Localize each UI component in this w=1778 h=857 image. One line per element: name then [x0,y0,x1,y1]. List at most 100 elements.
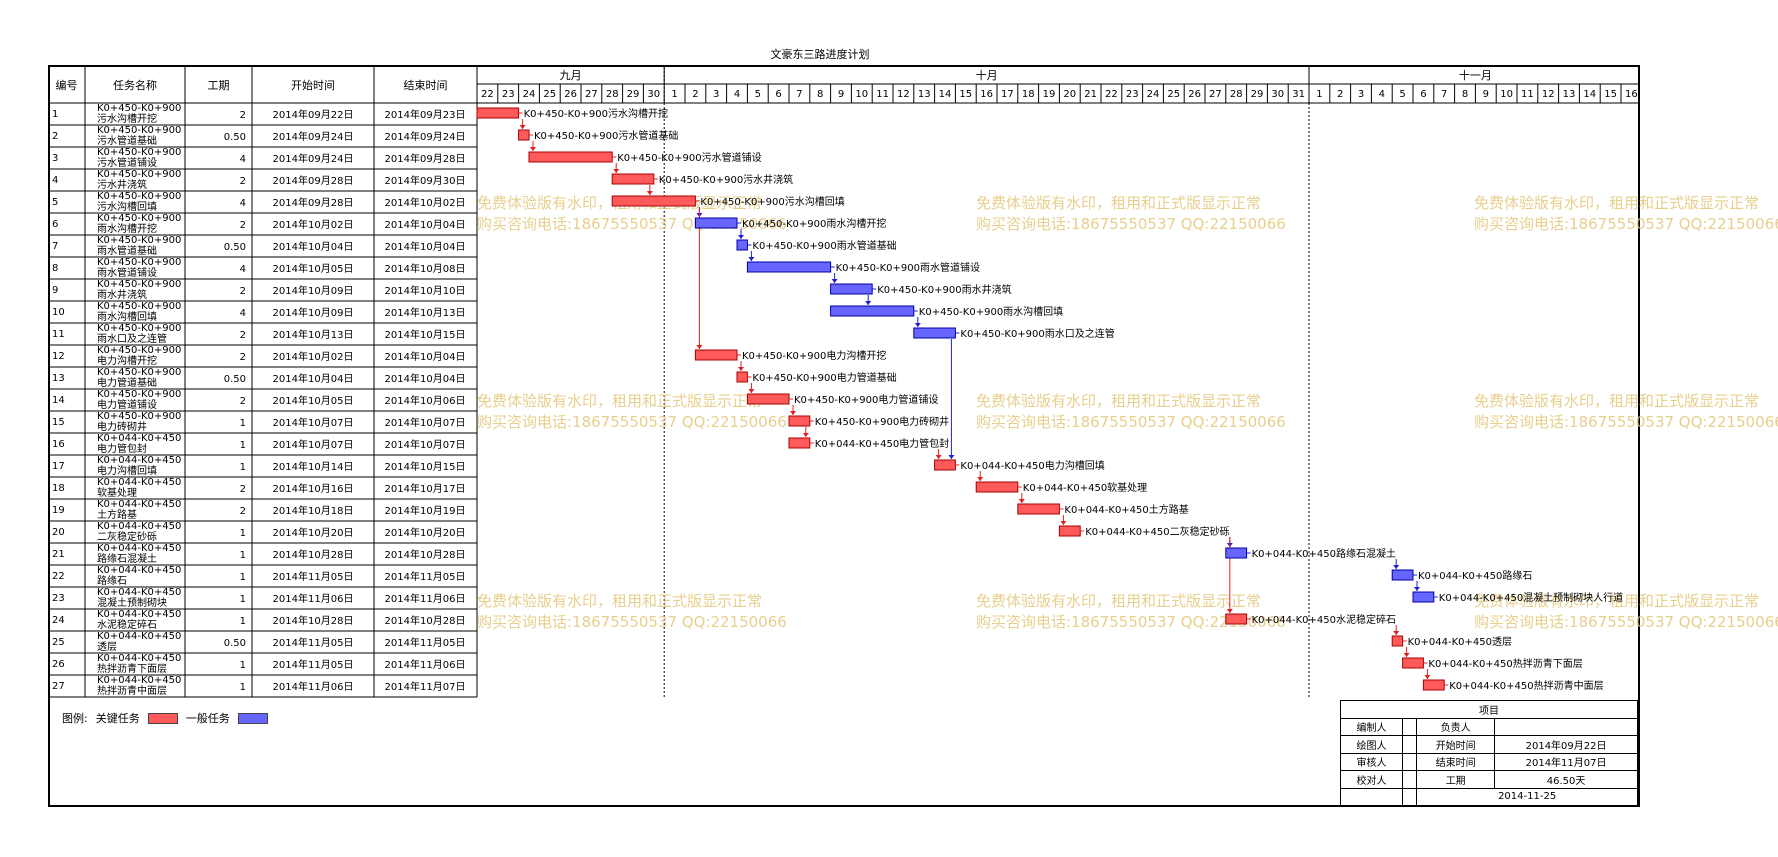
task-start: 2014年10月28日 [273,548,354,561]
task-bar [746,393,790,405]
day-label: 1 [1316,89,1322,100]
task-start: 2014年10月04日 [273,240,354,253]
task-bar-label: K0+044-K0+450电力沟槽回填 [960,459,1104,472]
task-end: 2014年10月08日 [385,262,466,275]
task-id: 10 [52,307,65,318]
day-label: 7 [1441,89,1447,100]
watermark-line2: 购买咨询电话:18675550537 QQ:22150066 [976,613,1286,631]
watermark-line2: 购买咨询电话:18675550537 QQ:22150066 [477,413,787,431]
dependency-arrowhead [646,191,653,195]
task-name-line2: 混凝土预制砌块 [97,596,167,609]
task-name-line2: 二灰稳定砂砾 [97,530,157,543]
task-id: 8 [52,263,58,274]
task-name-line2: 污水管道铺设 [97,156,157,169]
task-id: 5 [52,197,58,208]
task-id: 14 [52,395,65,406]
task-end: 2014年11月05日 [385,570,466,583]
day-label: 19 [1043,89,1056,100]
day-label: 6 [1420,89,1426,100]
dependency-arrowhead [977,477,984,481]
day-label: 26 [1188,89,1201,100]
task-bar-label: K0+044-K0+450路缘石混凝土 [1252,547,1396,560]
dependency-arrowhead [1060,521,1067,525]
task-duration: 1 [240,440,246,451]
day-label: 22 [481,89,494,100]
task-duration: 4 [240,264,246,275]
task-name-line1: K0+450-K0+900 [97,235,181,246]
dependency-arrowhead [1393,565,1400,569]
day-label: 11 [876,89,889,100]
task-bar-label: K0+044-K0+450混凝土预制砌块人行道 [1439,591,1623,604]
watermark-line1: 免费体验版有水印，租用和正式版显示正常 [1474,392,1759,410]
dependency-arrowhead [935,455,942,459]
watermark-line1: 免费体验版有水印，租用和正式版显示正常 [1474,194,1759,212]
task-start: 2014年10月07日 [273,438,354,451]
info-end-value: 2014年11月07日 [1494,752,1638,771]
day-label: 5 [755,89,761,100]
task-start: 2014年10月05日 [273,262,354,275]
task-bar [913,327,956,339]
task-bar-label: K0+450-K0+900污水沟槽回填 [700,195,844,208]
dependency-arrowhead [696,345,703,349]
task-id: 1 [52,109,58,120]
task-bar [1058,525,1081,537]
task-bar-label: K0+450-K0+900电力沟槽开挖 [742,349,886,362]
day-label: 22 [1105,89,1118,100]
day-label: 15 [1604,89,1617,100]
task-bar [736,371,748,383]
column-header: 工期 [208,79,230,92]
task-end: 2014年10月04日 [385,218,466,231]
task-start: 2014年11月05日 [273,570,354,583]
task-bar [1391,569,1414,581]
legend-critical-swatch [147,712,178,724]
task-end: 2014年10月15日 [385,328,466,341]
task-start: 2014年10月07日 [273,416,354,429]
task-name-line2: 路缘石 [97,574,127,587]
task-bar-label: K0+044-K0+450二灰稳定砂砾 [1085,525,1229,538]
task-end: 2014年10月07日 [385,438,466,451]
task-bar [975,481,1019,493]
task-name-line2: 热拌沥青中面层 [97,684,167,697]
info-duration-value: 46.50天 [1494,770,1638,789]
task-bar [1412,591,1435,603]
task-bar-label: K0+450-K0+900电力砖砌井 [815,415,949,428]
task-name-line2: 水泥稳定碎石 [97,618,157,631]
dependency-arrowhead [748,257,755,261]
task-name-line1: K0+450-K0+900 [97,411,181,422]
task-id: 15 [52,417,65,428]
task-bar-label: K0+044-K0+450热拌沥青下面层 [1428,657,1582,670]
day-label: 30 [1271,89,1284,100]
task-name-line2: 土方路基 [97,508,137,521]
task-start: 2014年09月28日 [273,174,354,187]
day-label: 6 [775,89,781,100]
task-name-line2: 污水管道基础 [97,134,157,147]
watermark-line1: 免费体验版有水印，租用和正式版显示正常 [976,194,1261,212]
month-label: 十一月 [1459,68,1492,82]
task-bar-label: K0+450-K0+900雨水管道铺设 [836,261,980,274]
day-label: 23 [1126,89,1139,100]
task-end: 2014年11月05日 [385,636,466,649]
dependency-arrowhead [1226,609,1233,613]
task-name-line1: K0+450-K0+900 [97,389,181,400]
task-name-line1: K0+044-K0+450 [97,543,181,554]
task-bar-label: K0+450-K0+900电力管道铺设 [794,393,938,406]
task-duration: 2 [240,484,246,495]
watermark-line1: 免费体验版有水印，租用和正式版显示正常 [477,592,762,610]
task-name-line2: 软基处理 [97,486,137,499]
task-start: 2014年10月20日 [273,526,354,539]
task-duration: 2 [240,286,246,297]
watermark-line1: 免费体验版有水印，租用和正式版显示正常 [1474,592,1759,610]
task-name-line2: 路缘石混凝土 [97,552,157,565]
day-label: 28 [606,89,619,100]
task-duration: 4 [240,154,246,165]
dependency-arrowhead [1414,587,1420,591]
task-start: 2014年10月14日 [273,460,354,473]
day-label: 29 [1251,89,1264,100]
task-id: 9 [52,285,58,296]
task-duration: 2 [240,506,246,517]
task-id: 16 [52,439,65,450]
task-bar-label: K0+450-K0+900污水井浇筑 [659,173,793,186]
day-label: 12 [897,89,910,100]
task-start: 2014年09月28日 [273,196,354,209]
